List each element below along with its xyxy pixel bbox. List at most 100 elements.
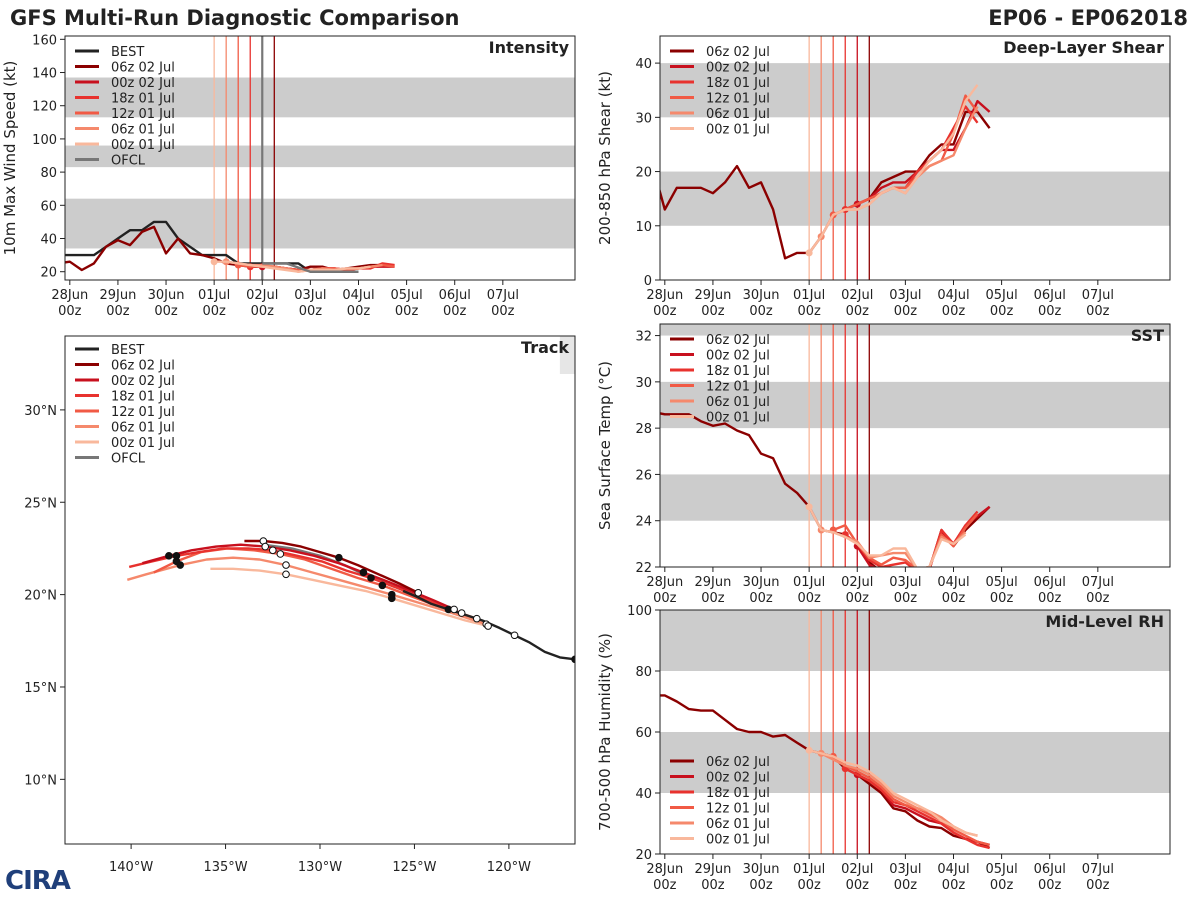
x-tick-label: 00z: [653, 304, 677, 319]
series-line: [808, 749, 978, 837]
intensity-panel: 2040608010012014016028Jun00z29Jun00z30Ju…: [1, 33, 576, 319]
shaded-band: [65, 198, 575, 249]
run-start-marker: [805, 746, 813, 754]
x-tick-label: 00z: [653, 878, 677, 893]
x-tick-label: 00z: [701, 304, 725, 319]
legend-label: 12z 01 Jul: [706, 92, 770, 107]
track-position-marker: [165, 552, 173, 560]
series-line: [832, 755, 990, 847]
intensity-series: [65, 220, 395, 273]
x-tick-label: 05Jul: [985, 575, 1017, 590]
legend-label: 00z 02 Jul: [111, 76, 175, 91]
x-tick-label: 28Jun: [51, 288, 88, 303]
x-tick-label: 00z: [942, 304, 966, 319]
x-tick-label: 05Jul: [985, 288, 1017, 303]
x-tick-label: 00z: [653, 591, 677, 606]
x-tick-label: 29Jun: [694, 575, 731, 590]
y-tick-label: 24: [635, 515, 652, 530]
x-tick-label: 125°W: [392, 860, 436, 875]
x-tick-label: 00z: [1086, 304, 1110, 319]
run-start-marker: [649, 408, 656, 415]
figure-title: GFS Multi-Run Diagnostic Comparison: [10, 6, 460, 30]
x-tick-label: 00z: [1038, 878, 1062, 893]
x-tick-label: 00z: [1038, 304, 1062, 319]
plot-frame: [659, 323, 1171, 568]
x-tick-label: 00z: [894, 878, 918, 893]
x-tick-label: 04Jul: [937, 862, 969, 877]
x-tick-label: 01Jul: [793, 575, 825, 590]
legend-label: BEST: [111, 343, 144, 358]
track-position-marker: [282, 570, 290, 579]
x-tick-label: 00z: [894, 304, 918, 319]
shaded-band: [660, 63, 1170, 118]
x-tick-label: 00z: [749, 304, 773, 319]
legend-label: 06z 01 Jul: [706, 817, 770, 832]
track-position-marker: [484, 622, 492, 630]
y-tick-label: 160: [32, 33, 57, 48]
x-tick-label: 00z: [154, 304, 178, 319]
shear-series: [660, 84, 991, 260]
legend-label: 18z 01 Jul: [111, 92, 175, 107]
y-tick-label: 80: [635, 665, 652, 680]
shaded-band: [65, 145, 575, 168]
y-tick-label: 30: [635, 111, 652, 126]
y-tick-label: 100: [32, 133, 57, 148]
x-tick-label: 00z: [846, 304, 870, 319]
sst-series: [649, 408, 991, 567]
x-tick-label: 00z: [990, 304, 1014, 319]
x-tick-label: 00z: [846, 591, 870, 606]
track-position-marker: [359, 568, 368, 577]
y-tick-label: 10: [635, 220, 652, 235]
y-tick-label: 22: [635, 561, 652, 576]
legend-label: 00z 01 Jul: [706, 123, 770, 138]
x-tick-label: 07Jul: [1082, 575, 1114, 590]
x-tick-label: 00z: [202, 304, 226, 319]
track-position-marker: [457, 609, 466, 617]
x-tick-label: 120°W: [487, 860, 531, 875]
legend-label: 00z 02 Jul: [706, 349, 770, 364]
track-line: [142, 543, 455, 611]
x-tick-label: 00z: [106, 304, 130, 319]
plot-frame: [64, 35, 576, 281]
y-tick-label: 15°N: [24, 681, 57, 696]
legend-label: 00z 01 Jul: [111, 436, 175, 451]
shaded-band: [660, 474, 1170, 521]
x-tick-label: 06Jul: [1034, 288, 1066, 303]
y-tick-label: 60: [635, 726, 652, 741]
legend-label: 06z 01 Jul: [111, 123, 175, 138]
x-tick-label: 30Jun: [148, 288, 185, 303]
shaded-band: [65, 77, 575, 118]
legend-label: BEST: [111, 45, 144, 60]
track-position-marker: [367, 574, 375, 582]
y-tick-label: 20°N: [24, 589, 57, 604]
x-tick-label: 03Jul: [889, 288, 921, 303]
y-axis-label: 700-500 hPa Humidity (%): [596, 633, 614, 831]
x-tick-label: 30Jun: [743, 862, 780, 877]
shaded-band: [660, 732, 1170, 793]
track-series: [126, 336, 575, 664]
run-start-marker: [210, 258, 218, 266]
x-tick-label: 01Jul: [793, 862, 825, 877]
x-tick-label: 03Jul: [294, 288, 326, 303]
track-position-marker: [282, 561, 290, 569]
x-tick-label: 04Jul: [342, 288, 374, 303]
land-area: [559, 336, 575, 374]
legend-label: 06z 01 Jul: [111, 421, 175, 436]
legend-label: 18z 01 Jul: [111, 390, 175, 405]
x-tick-label: 06Jul: [439, 288, 471, 303]
track-position-marker: [276, 550, 285, 558]
y-tick-label: 25°N: [24, 496, 57, 511]
y-tick-label: 20: [635, 848, 652, 863]
x-tick-label: 02Jul: [841, 575, 873, 590]
x-tick-label: 00z: [347, 304, 371, 319]
panel-title: Track: [521, 338, 569, 357]
legend-label: 06z 02 Jul: [706, 45, 770, 60]
plot-frame: [659, 35, 1171, 281]
legend-label: OFCL: [111, 154, 146, 169]
y-tick-label: 32: [635, 330, 652, 345]
track-line: [126, 556, 487, 626]
y-tick-label: 40: [635, 57, 652, 72]
x-tick-label: 00z: [491, 304, 515, 319]
x-tick-label: 00z: [990, 878, 1014, 893]
